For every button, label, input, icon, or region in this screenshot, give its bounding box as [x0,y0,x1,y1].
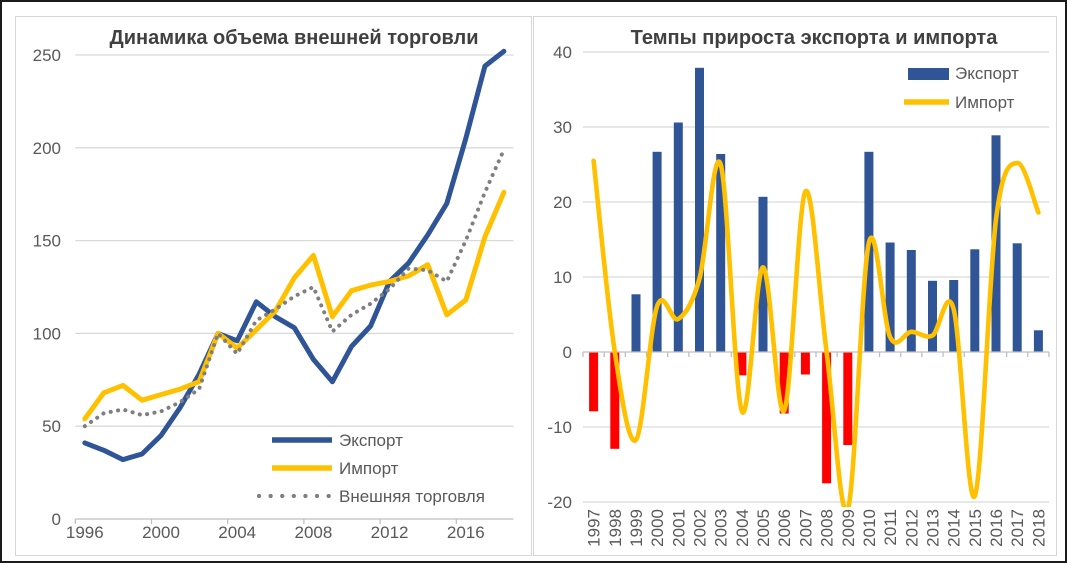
right-legend: Экспорт Импорт [904,64,1019,112]
export-bar-2017 [1012,243,1022,353]
tick-label: 40 [553,43,572,62]
right-chart-title: Темпы прироста экспорта и импорта [631,27,999,49]
export-legend-label: Экспорт [955,64,1019,83]
export-bar-1998 [610,352,620,449]
foreign-trade-legend-label: Внешняя торговля [339,487,485,506]
chart-panel-foreign-trade-volume: 0 50 100 150 200 250 1996 2000 2004 2008 2012 2016… [15,16,532,556]
left-axes [74,518,514,524]
series-line-1 [82,189,507,422]
tick-label: 2016 [447,523,485,542]
x-tick-label-2012: 2012 [902,509,921,547]
x-tick-label-2002: 2002 [691,509,710,547]
export-bar-2001 [673,122,683,352]
tick-label: 250 [33,46,61,65]
export-bar-2009 [843,352,853,445]
x-tick-label-2004: 2004 [733,509,752,547]
export-bars [589,67,1043,484]
tick-label: 2000 [142,523,180,542]
tick-label: 2008 [294,523,332,542]
export-bar-2013 [928,280,937,353]
left-legend: Экспорт Импорт Внешняя торговля [256,431,485,506]
tick-label: 150 [33,232,61,251]
tick-label: 2012 [371,523,409,542]
export-bar-2003 [716,154,726,352]
export-bar-2016 [991,135,1001,353]
export-bar-2006 [779,352,789,414]
line-chart-foreign-trade-volume: 0 50 100 150 200 250 1996 2000 2004 2008 2012 2016… [33,27,514,542]
import-smooth-line [591,158,1041,507]
chart-panel-growth-rates: 40 30 20 10 0 -10 -20 1997 1998 1999 2000 2001 2002… [533,16,1057,556]
export-bar-2012 [906,250,916,352]
x-tick-label-2009: 2009 [839,509,858,547]
left-gridlines [75,54,514,427]
tick-label: -10 [547,418,572,437]
export-bar-2007 [800,352,810,375]
x-tick-label-2003: 2003 [712,509,731,547]
x-tick-label-2015: 2015 [966,509,985,547]
left-y-axis-labels: 0 50 100 150 200 250 [33,46,61,529]
tick-label: -20 [547,493,572,512]
x-tick-label-2014: 2014 [945,509,964,547]
right-y-axis-labels: 40 30 20 10 0 -10 -20 [547,43,572,512]
tick-label: 50 [42,417,61,436]
tick-label: 20 [553,193,572,212]
import-legend-label: Импорт [955,93,1015,112]
x-tick-label-1998: 1998 [606,509,625,547]
export-bar-1997 [589,352,599,412]
x-tick-label-2000: 2000 [648,509,667,547]
tick-label: 0 [52,510,61,529]
export-bar-2011 [885,242,895,352]
x-tick-label-2011: 2011 [881,509,900,546]
x-tick-label-2013: 2013 [923,509,942,547]
x-tick-label-2017: 2017 [1008,509,1027,547]
export-bar-2018 [1033,330,1043,353]
x-tick-label-2007: 2007 [796,509,815,547]
export-bar-2005 [758,196,768,353]
left-data-series [82,48,507,463]
tick-label: 0 [563,343,572,362]
export-bar-2002 [695,67,704,353]
tick-label: 200 [33,139,61,158]
tick-label: 10 [553,268,572,287]
import-growth-line [591,158,1041,507]
x-tick-label-2010: 2010 [860,509,879,547]
x-tick-label-1997: 1997 [585,509,604,547]
export-bar-2004 [737,352,747,376]
right-axes [582,351,1050,357]
x-tick-label-1999: 1999 [627,509,646,547]
series-line-0 [82,48,507,463]
tick-label: 1996 [66,523,104,542]
x-tick-label-2006: 2006 [775,509,794,547]
right-x-axis-labels: 1997 1998 1999 2000 2001 2002 2003 2004 2005 2006… [585,509,1049,547]
export-bar-2015 [970,249,980,353]
export-bar-2000 [652,151,662,353]
x-tick-label-2008: 2008 [818,509,837,547]
export-bar-2008 [822,352,832,484]
tick-label: 100 [33,324,61,343]
x-tick-label-2005: 2005 [754,509,773,547]
export-legend-label: Экспорт [339,431,403,450]
tick-label: 2004 [218,523,256,542]
tick-label: 30 [553,118,572,137]
left-chart-title: Динамика объема внешней торговли [110,27,479,49]
x-tick-label-2018: 2018 [1029,509,1048,547]
series-line-2 [82,147,506,429]
x-tick-label-2016: 2016 [987,509,1006,547]
export-bar-1999 [631,294,641,353]
import-legend-label: Импорт [339,459,399,478]
left-x-axis-labels: 1996 2000 2004 2008 2012 2016 [66,523,485,542]
export-bar-swatch [908,68,949,80]
x-tick-label-2001: 2001 [669,509,688,547]
